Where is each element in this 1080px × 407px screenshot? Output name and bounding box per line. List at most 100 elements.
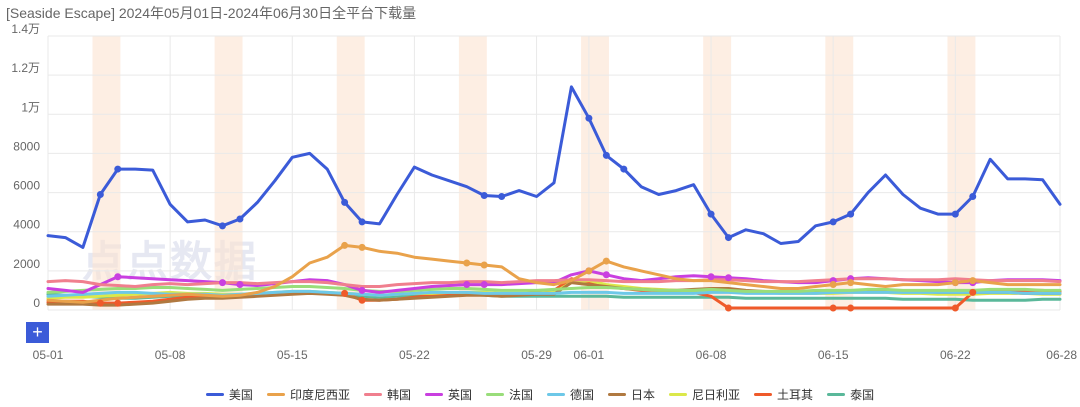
legend-swatch [827,393,846,396]
legend-item[interactable]: 韩国 [363,386,411,403]
data-point-英国 [463,281,471,289]
data-point-美国 [585,114,593,122]
data-point-印度尼西亚 [951,279,959,287]
legend-item[interactable]: 泰国 [827,386,874,403]
legend-item[interactable]: 美国 [205,386,253,403]
data-point-土耳其 [114,299,122,307]
x-tick-label: 05-29 [521,348,552,362]
highlight-band-day-32 [581,36,609,310]
series-line-美国 [46,85,1062,249]
data-point-英国 [480,281,488,289]
data-point-美国 [602,151,610,159]
legend-label: 土耳其 [777,388,814,402]
legend-swatch [608,393,627,396]
legend-label: 日本 [631,388,656,402]
series-line-法国 [46,285,1062,294]
highlight-band-day-18 [336,36,365,310]
x-axis-ticks: 05-01 05-08 05-15 05-22 05-29 06-01 06-08 06-15… [33,348,1078,362]
legend-swatch [363,393,382,396]
highlight-band-day-46 [825,36,854,310]
data-point-印度尼西亚 [480,261,488,269]
data-point-土耳其 [96,299,104,307]
y-tick-label: 1万 [21,100,40,114]
x-tick-label: 06-08 [696,348,727,362]
legend-label: 泰国 [850,388,875,402]
legend-item[interactable]: 法国 [485,386,533,403]
data-point-英国 [358,286,366,294]
y-tick-label: 8000 [13,139,40,153]
legend-label: 美国 [228,388,253,402]
legend-swatch [547,393,565,396]
data-point-美国 [620,165,628,173]
gridlines [47,35,1061,311]
data-point-美国 [951,210,959,218]
data-point-美国 [358,218,366,226]
legend-swatch [754,393,773,396]
data-point-美国 [707,210,715,218]
data-point-土耳其 [969,288,977,296]
data-point-美国 [480,192,488,200]
data-point-美国 [236,215,244,223]
x-tick-label: 05-08 [155,348,186,362]
data-point-印度尼西亚 [341,241,349,249]
data-point-美国 [114,165,122,173]
data-point-印度尼西亚 [463,259,471,267]
data-point-印度尼西亚 [847,279,855,287]
data-point-美国 [498,192,506,200]
x-tick-label: 06-28 [1046,348,1077,362]
data-point-美国 [847,210,855,218]
x-tick-label: 05-22 [399,348,430,362]
series-line-印度尼西亚 [46,243,1062,304]
data-point-美国 [96,191,104,199]
y-tick-label: 1.2万 [11,61,40,75]
legend-item[interactable]: 英国 [424,386,472,403]
data-point-土耳其 [358,296,366,304]
series-markers [96,114,977,312]
data-point-英国 [218,279,226,287]
legend-swatch [424,393,443,396]
data-point-英国 [236,281,244,289]
y-tick-label: 0 [33,296,40,310]
data-point-印度尼西亚 [829,281,837,289]
legend-label: 德国 [570,388,595,402]
legend-label: 法国 [508,388,533,402]
legend-item[interactable]: 土耳其 [754,386,813,403]
data-point-土耳其 [847,304,855,312]
add-button[interactable]: + [26,322,49,343]
y-tick-label: 1.4万 [11,22,40,36]
legend-swatch [266,393,285,396]
legend-label: 韩国 [386,388,411,402]
legend-label: 尼日利亚 [692,388,741,402]
legend-item[interactable]: 印度尼西亚 [266,386,350,403]
legend-item[interactable]: 日本 [608,386,655,403]
data-point-英国 [602,271,610,279]
data-point-印度尼西亚 [602,257,610,265]
data-point-英国 [707,273,715,281]
x-tick-label: 05-15 [277,348,308,362]
y-tick-label: 2000 [13,257,40,271]
data-point-土耳其 [341,289,349,297]
chart-title: [Seaside Escape] 2024年05月01日-2024年06月30日… [6,5,417,21]
series-line-韩国 [46,277,1062,288]
legend-swatch [669,393,688,396]
data-point-印度尼西亚 [358,243,366,251]
data-point-土耳其 [829,304,837,312]
y-tick-label: 6000 [13,179,40,193]
data-point-印度尼西亚 [585,267,593,275]
y-tick-label: 4000 [13,218,40,232]
legend-swatch [205,393,224,396]
highlight-band-day-53 [947,36,976,310]
legend: 美国 印度尼西亚 韩国 英国 法国 德国 日本 尼日利亚 土耳其 泰国 [0,386,1080,403]
legend-item[interactable]: 尼日利亚 [669,386,740,403]
legend-label: 英国 [447,388,472,402]
legend-item[interactable]: 德国 [547,386,594,403]
highlight-band-day-39 [703,36,732,310]
series-lines [46,85,1062,310]
weekend-highlight-bands [92,36,976,310]
legend-swatch [485,393,504,396]
data-point-英国 [724,274,732,282]
y-axis-ticks: 0 2000 4000 6000 8000 1万 1.2万 1.4万 [11,22,40,310]
data-point-美国 [218,222,226,230]
data-point-美国 [341,198,349,206]
